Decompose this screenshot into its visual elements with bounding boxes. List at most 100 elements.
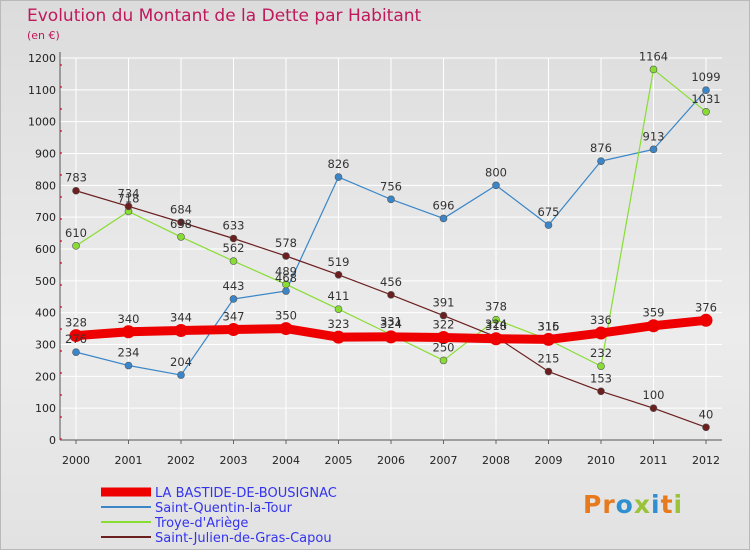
y-tick-label: 0 [49, 434, 56, 447]
logo-letter: P [583, 490, 603, 519]
data-label: 756 [380, 179, 402, 193]
data-label: 696 [433, 198, 455, 212]
data-label: 153 [590, 371, 612, 385]
data-point [122, 325, 135, 339]
data-label: 783 [65, 171, 87, 185]
data-point [437, 330, 450, 344]
y-tick-label: 600 [35, 243, 56, 256]
data-label: 215 [538, 352, 560, 366]
x-tick-label: 2001 [115, 454, 143, 467]
data-point [72, 186, 80, 195]
x-tick-label: 2008 [482, 454, 510, 467]
y-tick-label: 1000 [28, 116, 56, 129]
x-tick-label: 2011 [640, 454, 668, 467]
data-label: 1164 [639, 49, 668, 63]
data-label: 359 [643, 306, 665, 320]
data-label: 391 [433, 296, 455, 310]
x-tick-label: 2006 [377, 454, 405, 467]
x-tick-label: 2010 [587, 454, 615, 467]
data-label: 276 [65, 332, 87, 346]
data-point [647, 319, 660, 333]
data-label: 340 [118, 312, 140, 326]
data-point [229, 257, 238, 265]
logo-letter: r [602, 490, 616, 519]
legend-label: Saint-Quentin-la-Tour [155, 501, 293, 516]
data-point [597, 387, 605, 396]
data-point [544, 221, 553, 229]
data-label: 322 [433, 317, 455, 331]
data-label: 324 [380, 317, 402, 331]
data-point [492, 181, 500, 190]
data-label: 250 [433, 340, 455, 354]
data-point [124, 202, 133, 211]
logo-letter: i [651, 490, 661, 519]
data-label: 100 [643, 388, 665, 402]
data-label: 718 [118, 191, 140, 205]
logo-letter: x [633, 490, 651, 519]
data-label: 376 [695, 300, 717, 314]
grid [60, 57, 722, 441]
y-tick-label: 200 [35, 370, 56, 383]
legend-label: Saint-Julien-de-Gras-Capou [155, 531, 332, 546]
legend-label: LA BASTIDE-DE-BOUSIGNAC [155, 486, 337, 501]
y-tick-label: 500 [35, 275, 56, 288]
data-point [597, 362, 605, 370]
data-label: 324 [485, 317, 507, 331]
data-label: 411 [328, 289, 350, 303]
data-label: 1031 [691, 92, 720, 106]
axes: 0 100 200 300 400 500 600 700 800 900 1000 1100 1200… [28, 52, 722, 467]
x-tick-label: 2004 [272, 454, 300, 467]
series-lines [69, 65, 713, 432]
data-label: 234 [118, 346, 140, 360]
logo-letter: i [673, 490, 684, 519]
logo-letter: o [615, 490, 634, 519]
data-label: 876 [590, 141, 612, 155]
data-label: 350 [275, 309, 297, 323]
data-point [227, 323, 240, 337]
data-point [177, 233, 185, 241]
y-tick-label: 1200 [28, 52, 56, 65]
x-tick-label: 2009 [535, 454, 563, 467]
logo-letter: t [660, 490, 674, 519]
data-point [72, 348, 80, 356]
data-point [177, 218, 185, 227]
data-point [334, 173, 343, 181]
data-point [649, 65, 658, 74]
data-point [174, 323, 188, 337]
data-point [72, 242, 80, 250]
x-tick-label: 2003 [220, 454, 248, 467]
data-point [439, 356, 448, 365]
data-point [702, 86, 710, 94]
data-point [282, 252, 290, 260]
data-label: 344 [170, 310, 192, 324]
data-label: 800 [485, 165, 507, 179]
y-tick-label: 1100 [28, 84, 56, 97]
y-tick-label: 300 [35, 339, 56, 352]
data-point [334, 305, 343, 313]
data-label: 519 [328, 255, 350, 269]
data-point [384, 330, 398, 344]
data-point [282, 287, 290, 295]
data-label: 204 [170, 355, 192, 369]
x-tick-label: 2002 [167, 454, 195, 467]
data-label: 323 [328, 317, 350, 331]
data-label: 734 [118, 186, 140, 200]
data-point [124, 361, 133, 370]
data-point [439, 311, 448, 320]
data-point [489, 332, 503, 346]
data-point [649, 145, 658, 154]
data-label: 1099 [691, 70, 720, 84]
data-label: 232 [590, 346, 612, 360]
data-label: 633 [223, 218, 245, 232]
chart-title: Evolution du Montant de la Dette par Hab… [27, 6, 422, 26]
data-label: 562 [223, 241, 245, 255]
y-tick-label: 400 [35, 307, 56, 320]
data-point [649, 404, 658, 412]
data-label: 826 [328, 157, 350, 171]
data-label: 315 [538, 320, 560, 334]
data-labels: 328 340 344 347 350 323 324 322 318 316 336 359 376 2… [65, 49, 721, 421]
legend: LA BASTIDE-DE-BOUSIGNACSaint-Quentin-la-… [101, 486, 337, 546]
x-tick-label: 2000 [62, 454, 90, 467]
